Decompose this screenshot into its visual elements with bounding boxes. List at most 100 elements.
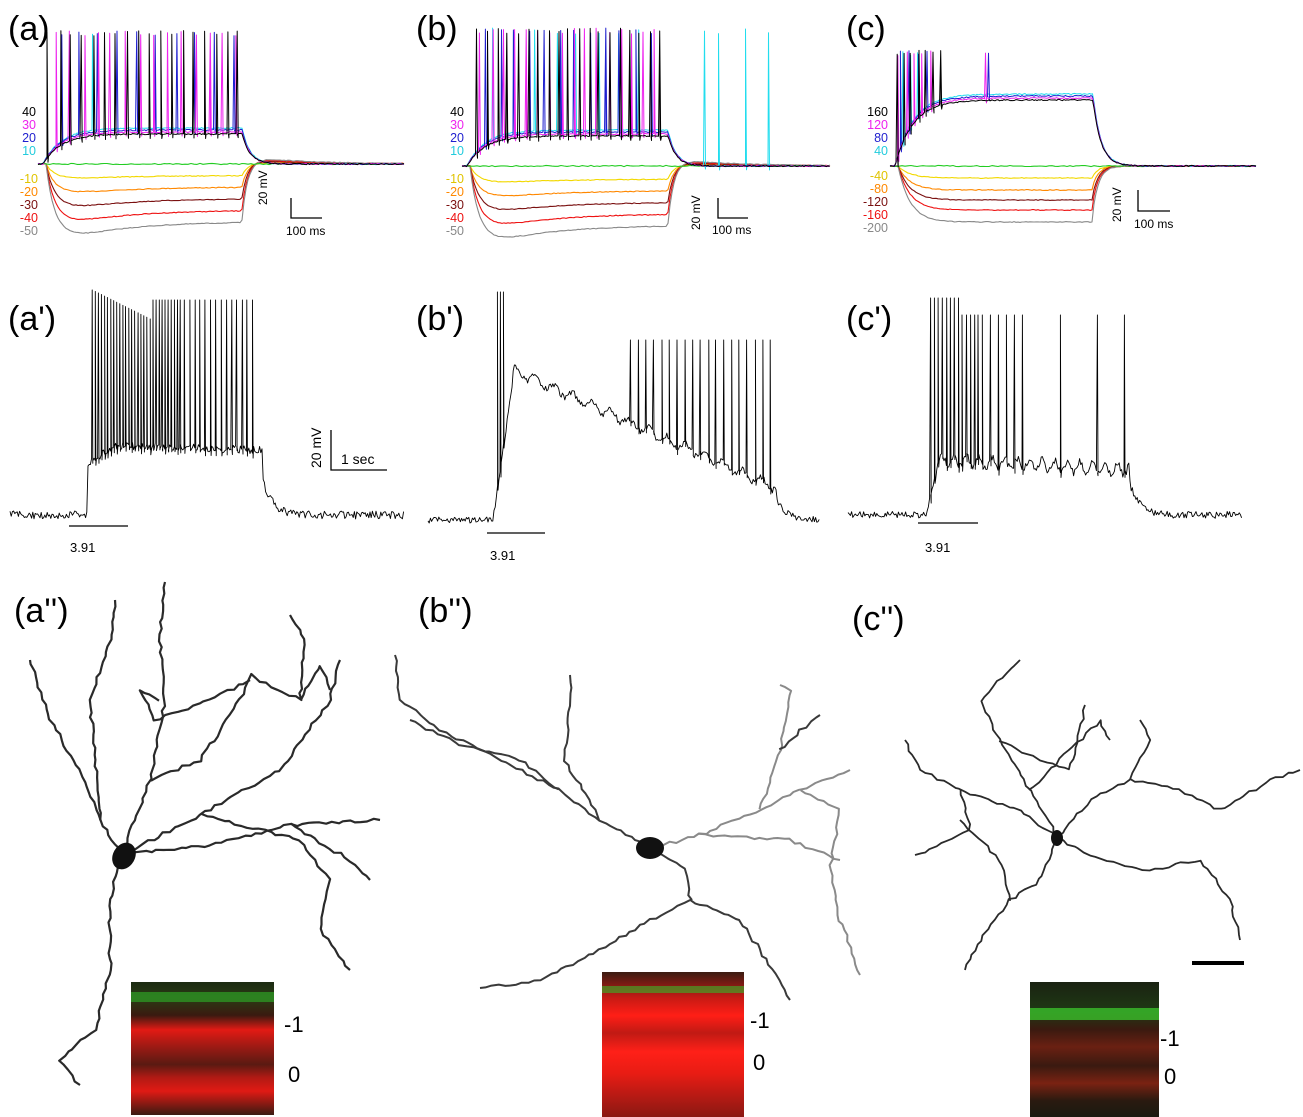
- dendrite-c: [904, 739, 1058, 840]
- dendrite-a: [200, 812, 351, 971]
- scale-h-a: 100 ms: [286, 224, 326, 238]
- trace-depol-3: [461, 27, 830, 171]
- confocal-image-b: [602, 972, 744, 1117]
- trace-depol-1: [889, 50, 1257, 168]
- dendrite-a: [122, 817, 381, 857]
- dendrite-a: [28, 659, 125, 856]
- layer-label-b-top: -1: [750, 1008, 770, 1033]
- layer-label-a-top: -1: [284, 1012, 304, 1037]
- dendrite-c: [1028, 719, 1111, 791]
- neuron-morphologies: [28, 581, 1301, 1086]
- dendrite-b: [652, 769, 851, 851]
- step-label-c-m120: -120: [862, 195, 888, 209]
- layer-label-b-bottom: 0: [753, 1050, 766, 1075]
- trace-depol-2: [461, 27, 830, 168]
- dendrite-c: [1058, 836, 1241, 941]
- step-label-c-80: 80: [874, 131, 888, 145]
- scale-h-b: 100 ms: [712, 223, 752, 237]
- dendrite-b: [689, 899, 791, 1001]
- layer-label-c-bottom: 0: [1164, 1064, 1177, 1089]
- step-label-c-m40: -40: [869, 169, 888, 183]
- long-trace: [847, 297, 1243, 519]
- trace-hyper-0: [37, 162, 405, 179]
- step-label-a-30: 30: [22, 118, 36, 132]
- scale-bar-a-prime: [330, 430, 387, 471]
- panel-label-b-dprime: (b''): [418, 592, 473, 630]
- trace-hyper-4: [462, 161, 831, 238]
- stim-label-c-prime: 3.91: [925, 540, 951, 555]
- dendrite-b: [758, 684, 793, 810]
- long-traces: [9, 289, 1243, 524]
- confocal-inset-b: [602, 972, 744, 1117]
- confocal-inset-a: [131, 982, 274, 1115]
- step-label-b-10: 10: [450, 144, 464, 158]
- step-label-a-m30: -30: [19, 198, 38, 212]
- soma-b: [636, 837, 664, 859]
- step-label-a-m20: -20: [19, 185, 38, 199]
- step-label-c-40: 40: [874, 144, 888, 158]
- step-label-b-m10: -10: [445, 172, 464, 186]
- step-label-c-m80: -80: [869, 182, 888, 196]
- trace-hyper-2: [889, 165, 1257, 201]
- dendrite-c: [980, 659, 1060, 840]
- panel-label-a: (a): [8, 10, 50, 48]
- dendrite-c: [1129, 719, 1152, 780]
- scale-v-a: 20 mV: [256, 170, 270, 205]
- long-trace: [9, 289, 405, 520]
- scale-bar-b: [717, 198, 748, 219]
- step-label-b-m30: -30: [445, 198, 464, 212]
- scale-v-c: 20 mV: [1110, 187, 1124, 222]
- step-label-a-40: 40: [22, 105, 36, 119]
- step-label-b-m40: -40: [445, 211, 464, 225]
- step-label-b-30: 30: [450, 118, 464, 132]
- trace-depol-1: [461, 27, 830, 168]
- trace-depol-2: [889, 50, 1257, 168]
- step-label-a-m50: -50: [19, 224, 38, 238]
- trace-hyper-3: [461, 161, 831, 224]
- soma-c: [1051, 830, 1063, 846]
- trace-hyper-2: [461, 162, 831, 211]
- dendrite-a: [58, 854, 123, 1086]
- panel-label-b: (b): [416, 10, 458, 48]
- trace-depol-0: [889, 49, 1257, 168]
- dendrite-a: [300, 664, 332, 700]
- traces-panel-c: [889, 49, 1257, 223]
- dendrite-c: [998, 704, 1086, 771]
- layer-label-a-bottom: 0: [288, 1062, 301, 1087]
- trace-hyper-0: [890, 165, 1257, 179]
- long-trace: [427, 291, 820, 524]
- step-label-b-40: 40: [450, 105, 464, 119]
- dendrite-c: [1057, 769, 1301, 838]
- dendrite-b: [778, 714, 821, 751]
- scale-h-a-prime: 1 sec: [341, 451, 375, 467]
- panel-label-c-dprime: (c''): [852, 600, 905, 638]
- trace-hyper-3: [889, 165, 1256, 211]
- dendrite-a: [138, 679, 251, 722]
- trace-hyper-1: [37, 161, 405, 193]
- confocal-inset-c: [1030, 982, 1159, 1117]
- trace-hyper-0: [461, 164, 831, 183]
- step-label-c-120: 120: [867, 118, 888, 132]
- step-label-c-m160: -160: [862, 208, 888, 222]
- panel-label-c-prime: (c'): [846, 300, 893, 338]
- dendrite-c: [964, 838, 1058, 971]
- dendrite-c: [959, 819, 1011, 901]
- dendrite-b: [800, 789, 861, 976]
- scale-h-c: 100 ms: [1134, 217, 1174, 231]
- dendrite-b: [479, 846, 693, 989]
- dendrite-b: [394, 654, 652, 849]
- confocal-image-a: [131, 982, 274, 1115]
- stim-label-a-prime: 3.91: [70, 540, 96, 555]
- step-label-b-m20: -20: [445, 185, 464, 199]
- layer-label-c-top: -1: [1160, 1026, 1180, 1051]
- dendrite-a: [88, 599, 117, 821]
- soma-a: [112, 842, 136, 870]
- step-label-b-20: 20: [450, 131, 464, 145]
- dendrite-a: [120, 659, 342, 856]
- stim-label-b-prime: 3.91: [490, 548, 516, 563]
- panel-label-a-prime: (a'): [8, 300, 57, 338]
- trace-hyper-3: [37, 159, 405, 220]
- panel-label-a-dprime: (a''): [14, 592, 69, 630]
- dendrite-a: [290, 822, 371, 881]
